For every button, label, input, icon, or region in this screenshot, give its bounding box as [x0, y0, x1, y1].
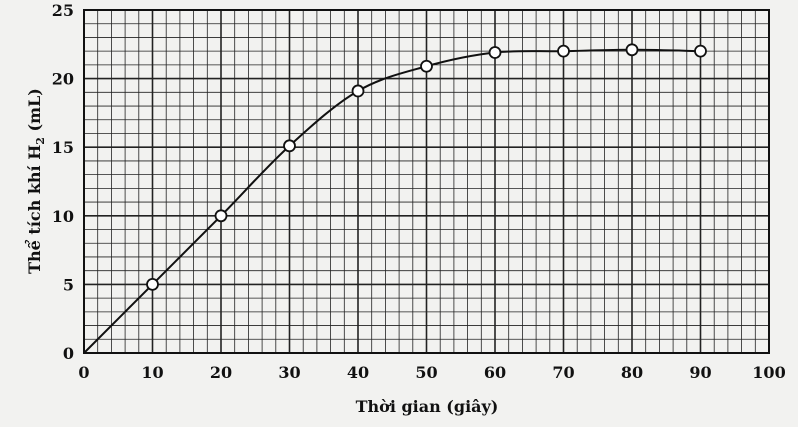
- data-point: [283, 139, 296, 153]
- data-point: [694, 44, 707, 58]
- x-tick-label: 60: [484, 363, 506, 382]
- x-tick-label: 70: [552, 363, 574, 382]
- series-layer: [83, 43, 707, 354]
- y-tick-label: 10: [52, 207, 74, 226]
- x-tick-label: 30: [278, 363, 300, 382]
- x-tick-label: 50: [415, 363, 437, 382]
- data-point: [420, 59, 433, 73]
- data-point: [214, 209, 228, 223]
- x-tick-label: 0: [78, 363, 89, 382]
- data-point: [625, 43, 639, 57]
- x-tick-label: 90: [689, 363, 711, 382]
- plot-frame: [83, 9, 770, 354]
- y-tick-labels: 0 5 10 15 20 25: [52, 1, 74, 363]
- y-tick-label: 15: [52, 138, 74, 157]
- x-tick-labels: 0 10 20 30 40 50 60 70 80 90 100: [78, 363, 785, 382]
- y-axis-label-unit: (mL): [25, 88, 44, 137]
- x-tick-label: 10: [141, 363, 163, 382]
- x-tick-label: 100: [752, 363, 785, 382]
- x-axis-label: Thời gian (giây): [356, 397, 499, 416]
- y-tick-label: 5: [63, 275, 74, 294]
- series-line: [83, 48, 701, 354]
- y-tick-label: 20: [52, 70, 74, 89]
- y-axis-label-main: Thể tích khí H: [23, 145, 44, 274]
- y-tick-label: 25: [52, 1, 74, 20]
- y-axis-label-subscript: 2: [34, 137, 47, 145]
- data-point: [488, 46, 502, 59]
- x-tick-label: 20: [210, 363, 232, 382]
- y-axis-label: Thể tích khí H2 (mL): [23, 88, 47, 274]
- grid-layer: [83, 9, 770, 354]
- data-point: [146, 277, 159, 291]
- x-tick-label: 80: [621, 363, 643, 382]
- x-tick-label: 40: [347, 363, 369, 382]
- y-tick-label: 0: [63, 344, 74, 363]
- data-point: [557, 44, 570, 58]
- data-point: [351, 84, 365, 98]
